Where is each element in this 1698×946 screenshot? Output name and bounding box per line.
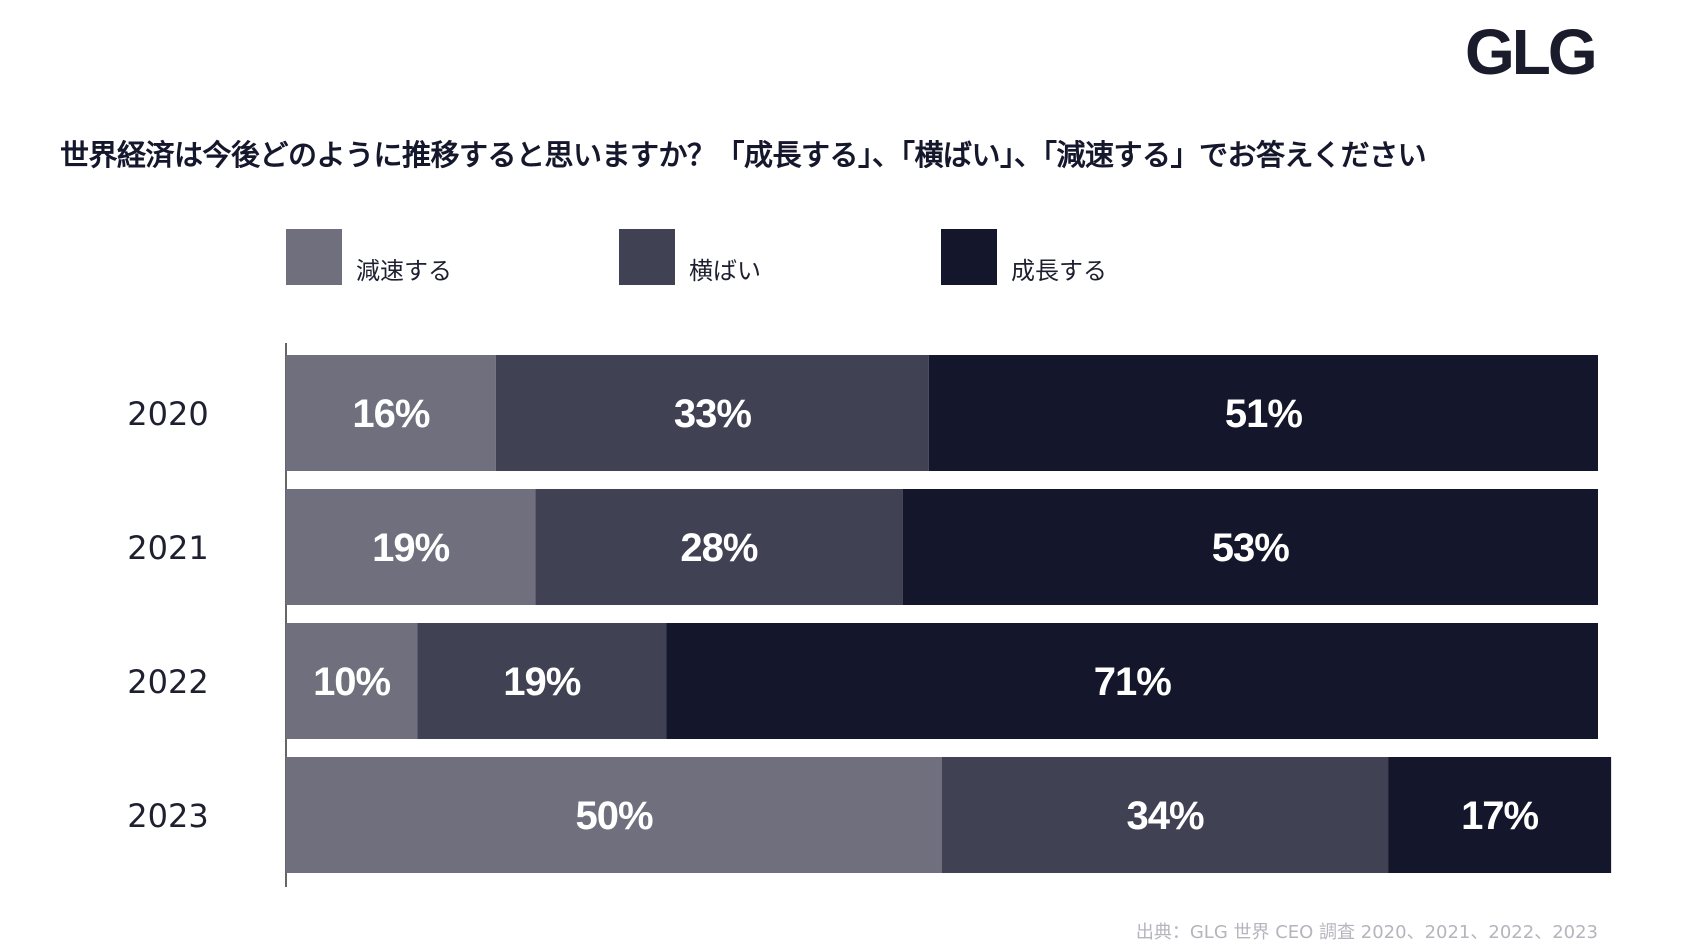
category-label: 2020 bbox=[127, 395, 208, 433]
source-note: 出典：GLG 世界 CEO 調査 2020、2021、2022、2023 bbox=[1135, 922, 1598, 943]
data-label: 71% bbox=[1094, 660, 1171, 704]
data-label: 10% bbox=[313, 660, 390, 704]
bar-segment-decelerate bbox=[286, 489, 536, 605]
data-label: 34% bbox=[1127, 794, 1204, 838]
bar-segment-flat bbox=[495, 355, 929, 471]
bar-segment-decelerate bbox=[286, 757, 942, 873]
data-label: 28% bbox=[680, 526, 757, 570]
bar-segment-flat bbox=[942, 757, 1389, 873]
bar-segment-flat bbox=[417, 623, 667, 739]
data-label: 50% bbox=[575, 794, 652, 838]
bar-segment-decelerate bbox=[286, 355, 496, 471]
chart-title: 世界経済は今後どのように推移すると思いますか？「成長する」、「横ばい」、「減速す… bbox=[60, 138, 1427, 172]
bar-segment-flat bbox=[535, 489, 903, 605]
data-label: 51% bbox=[1225, 392, 1302, 436]
legend-swatch-grow bbox=[941, 229, 997, 285]
data-label: 53% bbox=[1212, 526, 1289, 570]
data-label: 19% bbox=[503, 660, 580, 704]
legend-label-flat: 横ばい bbox=[689, 257, 761, 285]
data-label: 17% bbox=[1461, 794, 1538, 838]
data-label: 19% bbox=[372, 526, 449, 570]
glg-logo: GLG bbox=[1465, 16, 1598, 88]
legend-label-decelerate: 減速する bbox=[356, 257, 452, 285]
category-label: 2023 bbox=[127, 797, 208, 835]
bar-segment-grow bbox=[928, 355, 1598, 471]
data-label: 16% bbox=[352, 392, 429, 436]
data-label: 33% bbox=[674, 392, 751, 436]
bar-segment-grow bbox=[902, 489, 1598, 605]
category-label: 2022 bbox=[127, 663, 208, 701]
bar-segment-grow bbox=[666, 623, 1598, 739]
legend-swatch-flat bbox=[619, 229, 675, 285]
legend-swatch-decelerate bbox=[286, 229, 342, 285]
bar-segment-decelerate bbox=[286, 623, 418, 739]
legend-label-grow: 成長する bbox=[1011, 257, 1107, 285]
bar-segment-grow bbox=[1388, 757, 1612, 873]
category-label: 2021 bbox=[127, 529, 208, 567]
